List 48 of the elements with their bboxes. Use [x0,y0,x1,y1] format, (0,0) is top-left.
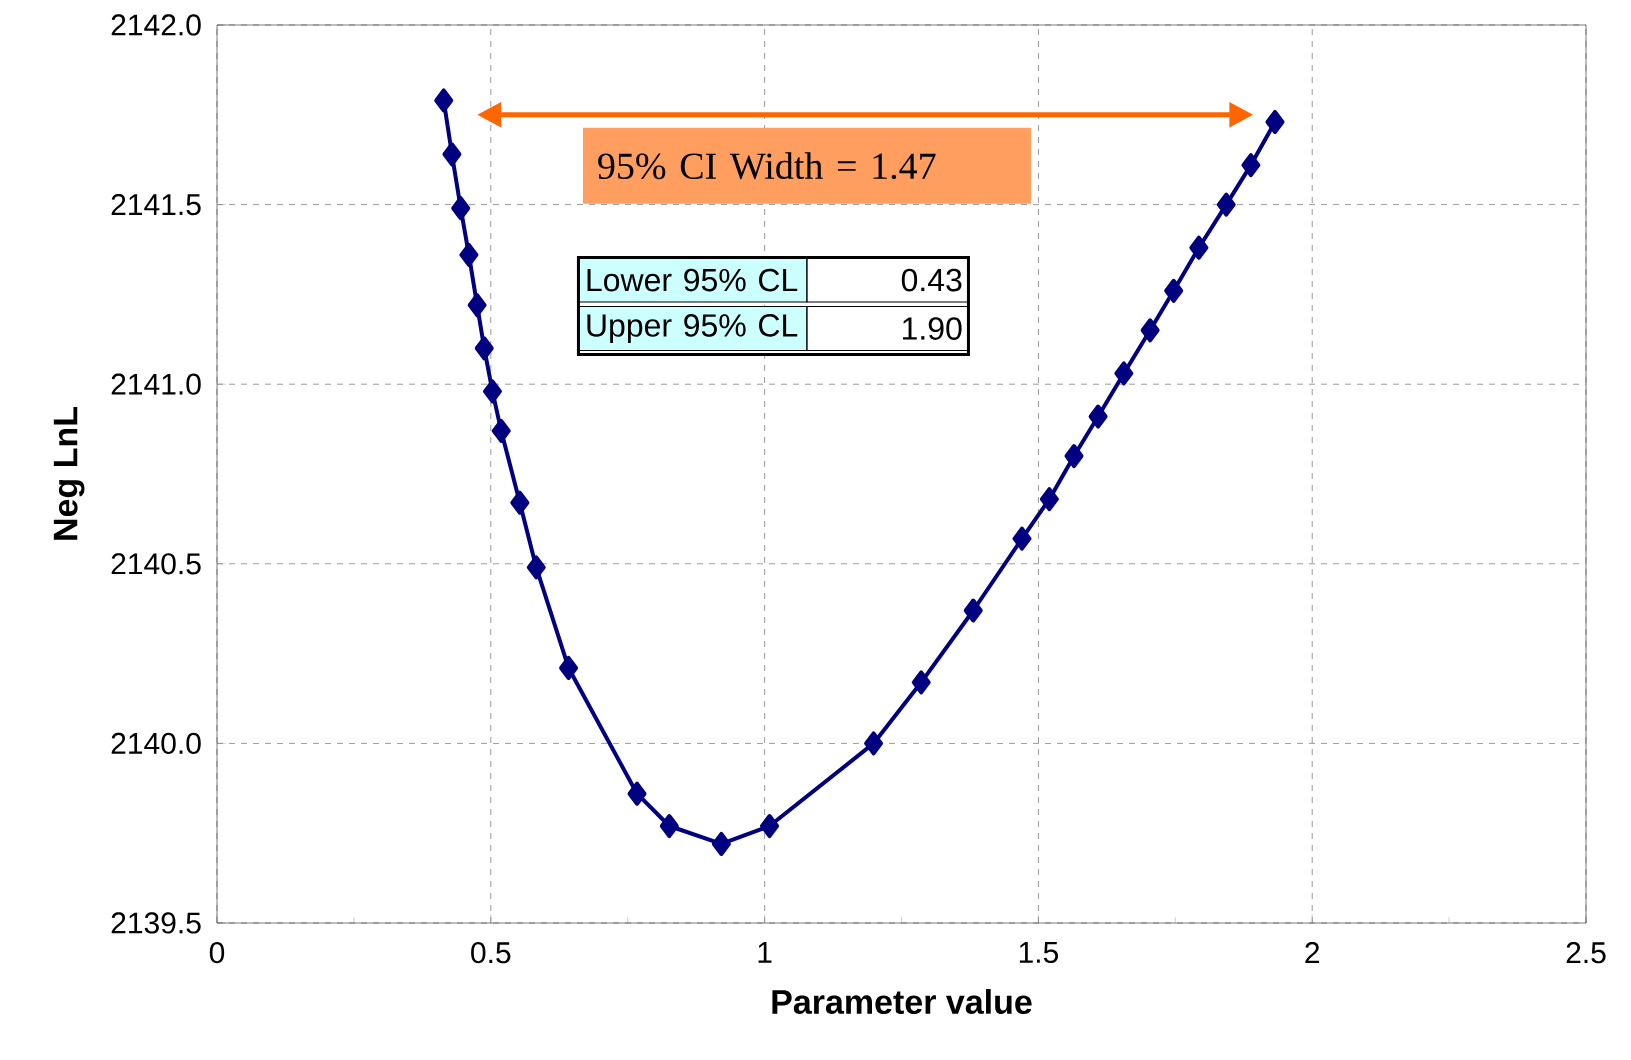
point [451,196,471,221]
point [442,142,462,167]
point [491,418,511,443]
x-axis-title: Parameter value [772,989,1032,1015]
y-tick-label: 2139.5 [111,912,201,934]
point [1012,526,1032,551]
point [911,670,931,695]
x-tick-label: 1 [758,942,772,963]
x-tick-label: 2 [1305,942,1320,964]
point [963,598,983,623]
point [434,88,454,113]
point [1265,109,1285,134]
point [1241,153,1261,178]
point [760,814,780,839]
point [1216,192,1236,217]
y-axis-title: Neg LnL [53,407,85,540]
annotation: Lower 95% CL [587,268,798,292]
y-tick-label: 2142.0 [111,14,201,36]
point [1140,318,1160,343]
annotation: Upper 95% CL [587,314,798,344]
point [659,814,679,839]
point [467,293,487,318]
y-tick-label: 2140.0 [111,732,201,755]
point [510,490,530,515]
point [1114,361,1134,386]
point [482,379,502,404]
x-tick-label: 1.5 [1019,942,1059,963]
x-tick-label: 0.5 [471,942,511,964]
y-tick-label: 2141.0 [111,373,201,395]
point [864,731,884,756]
x-tick-label: 2.5 [1566,942,1606,964]
point [1189,235,1209,260]
point [1064,444,1084,469]
point [474,336,494,361]
point [1164,278,1184,303]
point [459,242,479,267]
point [1039,487,1059,512]
point [526,555,546,580]
point [711,831,731,856]
point [627,781,647,806]
point [1088,404,1108,429]
y-tick-label: 2140.5 [111,553,201,575]
x-tick-label: 0 [209,942,225,964]
point [559,655,579,680]
annotation: 1.90 [903,317,962,340]
annotation: 0.43 [901,268,962,292]
y-tick-label: 2141.5 [111,193,201,216]
annotation: 95% CI Width = 1.47 [598,152,936,180]
